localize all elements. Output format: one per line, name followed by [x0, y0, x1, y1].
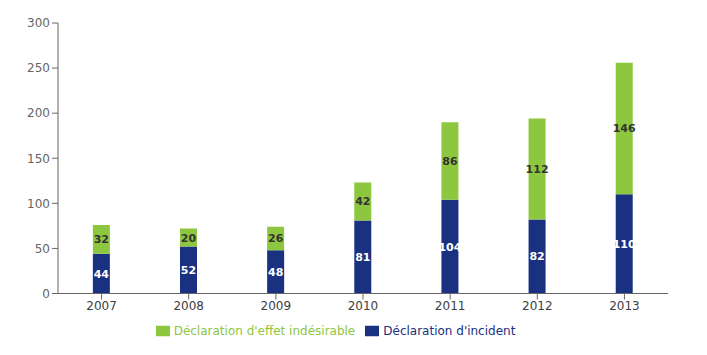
svg-text:32: 32 — [94, 233, 109, 246]
svg-text:2011: 2011 — [435, 299, 466, 313]
svg-text:250: 250 — [27, 61, 50, 75]
svg-text:26: 26 — [268, 232, 284, 245]
svg-text:48: 48 — [268, 266, 283, 279]
svg-text:2009: 2009 — [261, 299, 292, 313]
svg-text:82: 82 — [529, 250, 544, 263]
svg-text:146: 146 — [613, 122, 636, 135]
svg-text:20: 20 — [181, 232, 197, 245]
svg-text:104: 104 — [438, 241, 461, 254]
svg-text:50: 50 — [35, 242, 50, 256]
svg-text:44: 44 — [94, 268, 110, 281]
svg-text:42: 42 — [355, 195, 370, 208]
svg-text:81: 81 — [355, 251, 370, 264]
svg-text:2013: 2013 — [609, 299, 640, 313]
html-text:Déclaration d'effet indésirabl: Déclaration d'effet indésirable — [173, 323, 356, 338]
svg-text:100: 100 — [27, 197, 50, 211]
svg-text:52: 52 — [181, 264, 196, 277]
svg-text:112: 112 — [526, 163, 549, 176]
svg-text:2012: 2012 — [522, 299, 553, 313]
svg-text:150: 150 — [27, 152, 50, 166]
svg-text:300: 300 — [27, 16, 50, 30]
svg-text:110: 110 — [613, 238, 636, 251]
svg-text:2008: 2008 — [173, 299, 204, 313]
svg-text:2010: 2010 — [348, 299, 379, 313]
html-text:Déclaration d'incident: Déclaration d'incident — [383, 323, 516, 338]
svg-text:86: 86 — [442, 155, 458, 168]
svg-text:200: 200 — [27, 106, 50, 120]
svg-text:0: 0 — [42, 287, 50, 301]
svg-text:2007: 2007 — [86, 299, 117, 313]
